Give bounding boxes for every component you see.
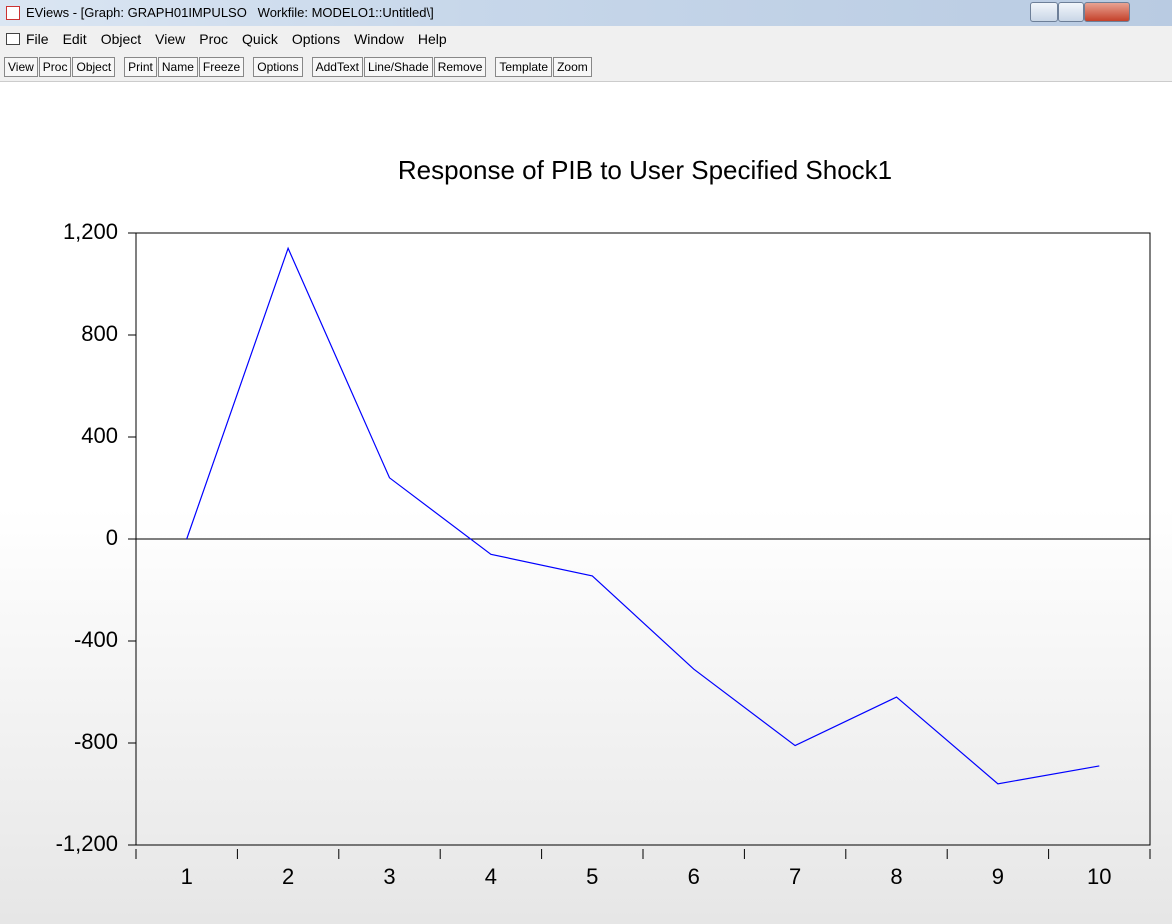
y-tick-label: -1,200	[56, 831, 118, 856]
x-tick-label: 4	[485, 864, 497, 889]
series-line	[186, 246, 1100, 785]
maximize-button[interactable]	[1058, 2, 1084, 22]
close-button[interactable]	[1084, 2, 1130, 22]
menu-bar: File Edit Object View Proc Quick Options Window…	[0, 26, 1172, 52]
toolbar-button[interactable]: Proc	[38, 56, 72, 77]
x-tick-label: 3	[383, 864, 395, 889]
toolbar-group: Options	[253, 56, 303, 77]
toolbar-button[interactable]: Name	[157, 56, 198, 77]
menu-item[interactable]: Edit	[62, 31, 87, 47]
x-tick-label: 1	[181, 864, 193, 889]
x-tick-label: 5	[586, 864, 598, 889]
x-tick-label: 6	[688, 864, 700, 889]
y-tick-label: 400	[81, 423, 118, 448]
menu-item[interactable]: View	[155, 31, 186, 47]
chart: Response of PIB to User Specified Shock1…	[56, 155, 1151, 889]
app-icon	[6, 6, 20, 20]
toolbar-button[interactable]: Freeze	[198, 56, 245, 77]
doc-icon	[6, 33, 20, 45]
menu-item[interactable]: Window	[354, 31, 404, 47]
y-tick-label: -400	[74, 627, 118, 652]
toolbar-button[interactable]: Line/Shade	[363, 56, 433, 77]
y-tick-label: -800	[74, 729, 118, 754]
toolbar: View Proc Object Print Name Freeze Options AddT…	[0, 52, 1172, 82]
chart-title: Response of PIB to User Specified Shock1	[398, 155, 892, 185]
toolbar-group: Template Zoom	[495, 56, 592, 77]
menu-item[interactable]: File	[26, 31, 49, 47]
menu-item[interactable]: Proc	[199, 31, 229, 47]
toolbar-group: Print Name Freeze	[124, 56, 245, 77]
toolbar-button[interactable]: Zoom	[553, 56, 592, 77]
toolbar-group: AddText Line/Shade Remove	[311, 56, 488, 77]
y-tick-label: 800	[81, 321, 118, 346]
x-tick-label: 9	[992, 864, 1004, 889]
title-bar: EViews - [Graph: GRAPH01IMPULSO Workfile…	[0, 0, 1172, 26]
x-tick-label: 2	[282, 864, 294, 889]
x-tick-label: 7	[789, 864, 801, 889]
toolbar-group: View Proc Object	[4, 56, 116, 77]
toolbar-button[interactable]: Object	[72, 56, 116, 77]
window-title: EViews - [Graph: GRAPH01IMPULSO Workfile…	[26, 5, 434, 20]
menu-item[interactable]: Options	[291, 31, 341, 47]
x-tick-label: 8	[890, 864, 902, 889]
menu-item[interactable]: Object	[100, 31, 142, 47]
y-tick-label: 1,200	[63, 219, 118, 244]
toolbar-button[interactable]: Template	[495, 56, 553, 77]
minimize-button[interactable]	[1030, 2, 1058, 22]
menu-item[interactable]: Quick	[242, 31, 278, 47]
y-tick-label: 0	[106, 525, 118, 550]
toolbar-button[interactable]: Remove	[433, 56, 487, 77]
toolbar-button[interactable]: Options	[253, 56, 303, 77]
toolbar-button[interactable]: Print	[124, 56, 157, 77]
toolbar-button[interactable]: View	[4, 56, 38, 77]
x-tick-label: 10	[1087, 864, 1111, 889]
menu-item[interactable]: Help	[417, 31, 447, 47]
toolbar-button[interactable]: AddText	[311, 56, 363, 77]
